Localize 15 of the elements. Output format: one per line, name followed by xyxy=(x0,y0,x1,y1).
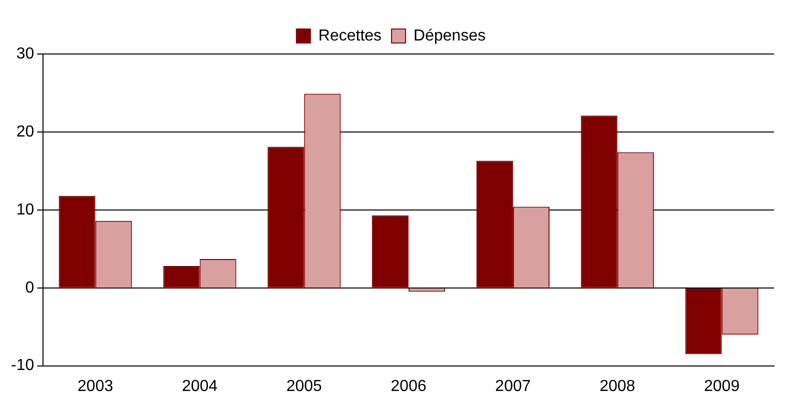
y-tick-label: 0 xyxy=(25,279,34,296)
x-tick-label: 2009 xyxy=(704,378,740,395)
legend-label: Recettes xyxy=(318,27,382,44)
x-tick-label: 2003 xyxy=(78,378,114,395)
y-tick-label: -10 xyxy=(11,357,34,374)
x-tick-label: 2005 xyxy=(286,378,322,395)
legend-label: Dépenses xyxy=(414,27,486,44)
x-tick-label: 2004 xyxy=(182,378,218,395)
x-tick-label: 2007 xyxy=(495,378,531,395)
bar xyxy=(372,215,409,288)
x-tick-label: 2006 xyxy=(390,378,426,395)
y-tick-label: 30 xyxy=(16,45,34,62)
x-tick-label: 2008 xyxy=(600,378,636,395)
y-tick-label: 10 xyxy=(16,201,34,218)
y-tick-label: 20 xyxy=(16,123,34,140)
